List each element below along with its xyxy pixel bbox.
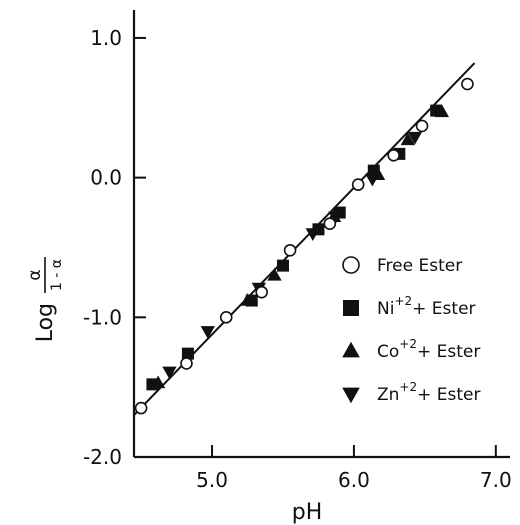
y-axis-title-denominator: 1 - α [49,259,65,291]
legend-marker [342,341,360,358]
data-point [400,132,415,146]
data-point [351,178,365,191]
data-point [407,131,423,145]
data-point [267,267,282,281]
data-point [283,243,297,257]
y-axis-title: Log α 1 - α [25,257,65,342]
data-points [134,77,474,415]
data-point [415,119,429,133]
data-point [180,357,193,370]
data-point [387,148,400,162]
data-point [219,311,233,324]
data-point [461,77,474,91]
ticks: 1.0 0.0 -1.0 -2.0 5.0 6.0 7.0 [83,26,512,492]
data-point [365,173,380,187]
data-point [181,347,194,360]
legend-label: Zn+2+ Ester [377,380,481,405]
data-point [323,217,337,231]
legend-label: Co+2+ Ester [377,337,480,362]
legend-marker [342,387,360,404]
data-point [134,401,148,415]
data-point [328,211,343,225]
data-point [240,293,255,306]
x-tick-label: 7.0 [480,468,512,492]
x-axis-title: pH [292,500,323,525]
x-tick-label: 5.0 [196,468,228,492]
y-tick-label: -1.0 [83,305,122,329]
data-point [276,259,289,272]
y-axis-title-prefix: Log [33,303,58,342]
legend-marker [342,256,360,274]
legend-item: Free Ester [342,256,462,276]
y-tick-label: 0.0 [90,166,122,190]
legend-label: Ni+2+ Ester [377,294,476,319]
data-point [150,375,166,389]
legend-marker [343,300,359,316]
legend-item: Co+2+ Ester [342,337,480,362]
data-point [255,285,268,299]
legend-item: Zn+2+ Ester [342,380,481,405]
y-axis-title-numerator: α [25,269,45,280]
data-point [200,326,215,339]
data-point [305,228,320,241]
data-point [162,366,177,380]
data-point [434,104,450,118]
y-tick-label: -2.0 [83,445,122,469]
legend: Free Ester Ni+2+ Ester Co+2+ Ester Zn+2+ Es… [342,256,481,405]
axis-titles: pH Log α 1 - α [25,257,322,525]
axes [132,10,510,459]
x-tick-label: 6.0 [338,468,370,492]
y-tick-label: 1.0 [90,26,122,50]
legend-item: Ni+2+ Ester [343,294,476,319]
legend-label: Free Ester [377,256,462,276]
